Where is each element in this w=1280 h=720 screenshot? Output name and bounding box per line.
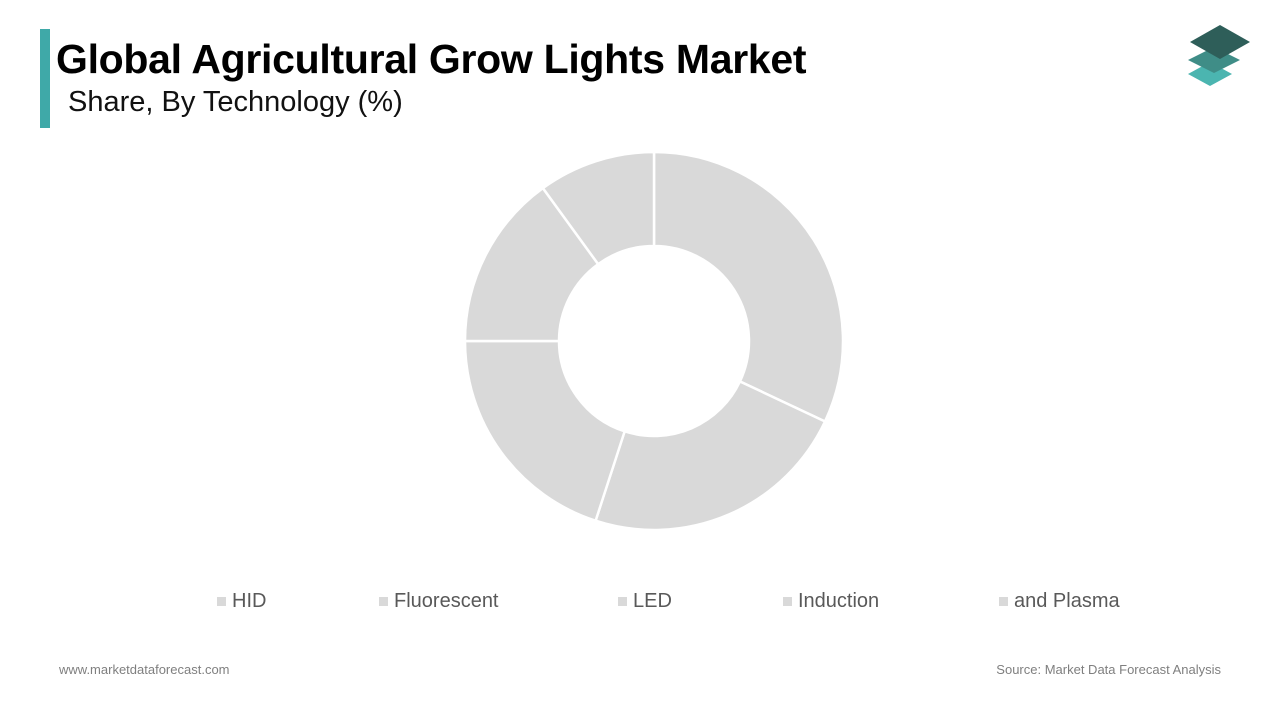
legend-label-led: LED xyxy=(633,589,672,612)
legend-item-induction: Induction xyxy=(783,590,879,612)
legend-swatch xyxy=(379,596,388,606)
legend-swatch xyxy=(618,596,627,606)
legend-swatch xyxy=(217,596,226,606)
website-url: www.marketdataforecast.com xyxy=(59,662,230,677)
legend-label-fluorescent: Fluorescent xyxy=(394,589,499,612)
legend-item-fluorescent: Fluorescent xyxy=(379,590,499,612)
donut-chart xyxy=(463,150,845,532)
legend-item-and-plasma: and Plasma xyxy=(999,590,1120,612)
chart-subtitle: Share, By Technology (%) xyxy=(68,86,403,118)
legend-label-hid: HID xyxy=(232,589,267,612)
donut-slice-and-plasma xyxy=(541,150,656,266)
legend-swatch xyxy=(999,596,1008,606)
source-note: Source: Market Data Forecast Analysis xyxy=(996,662,1221,677)
stacked-layers-icon xyxy=(1188,25,1250,86)
chart-title: Global Agricultural Grow Lights Market xyxy=(56,36,807,82)
legend-label-induction: Induction xyxy=(798,589,880,612)
donut-slice-hid xyxy=(652,150,845,424)
title-accent-bar xyxy=(40,29,50,128)
donut-slice-led xyxy=(463,339,627,523)
donut-slice-fluorescent xyxy=(594,379,827,532)
legend-item-led: LED xyxy=(618,590,672,612)
legend-swatch xyxy=(783,596,792,606)
legend-item-hid: HID xyxy=(217,590,266,612)
logo-layer-top xyxy=(1190,25,1250,59)
legend-label-and-plasma: and Plasma xyxy=(1014,589,1120,612)
